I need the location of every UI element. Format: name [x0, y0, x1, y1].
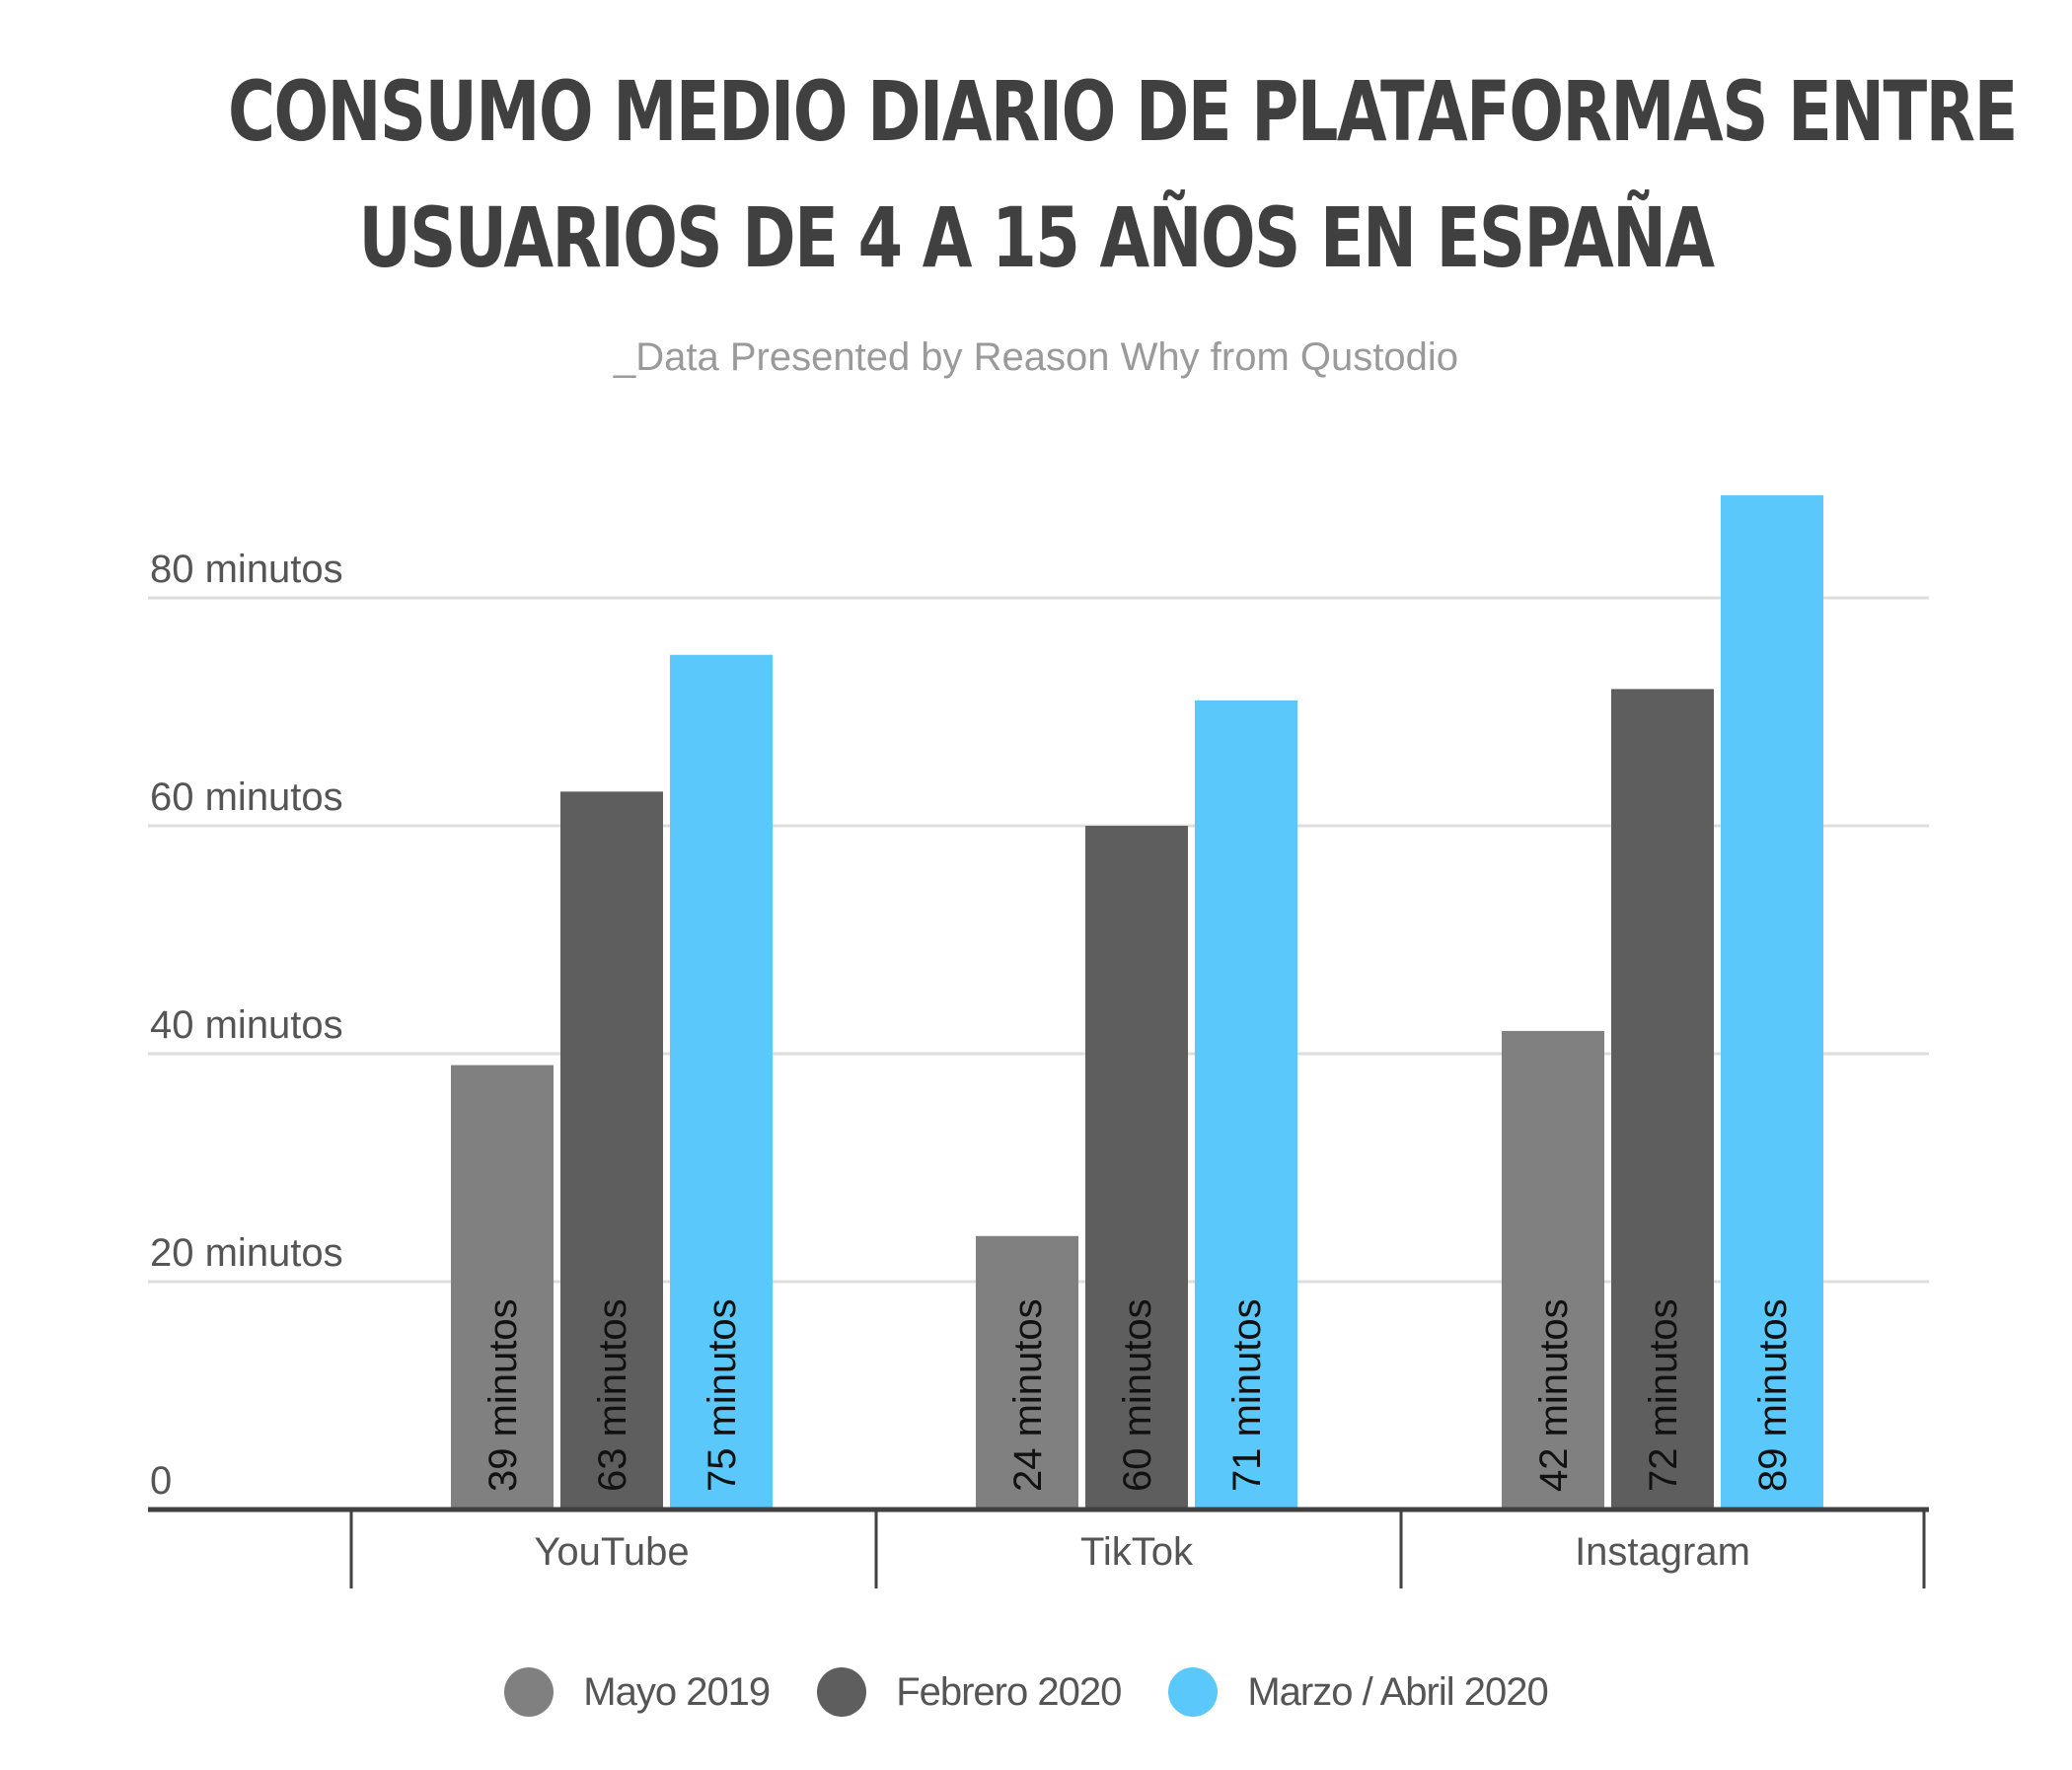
legend-swatch	[1168, 1667, 1219, 1717]
bar-data-label: 89 minutos	[1751, 1298, 1795, 1492]
legend-swatch	[504, 1667, 555, 1717]
legend-label: Marzo / Abril 2020	[1247, 1669, 1548, 1714]
x-tick-label: Instagram	[1575, 1530, 1750, 1574]
bar-data-label: 42 minutos	[1532, 1298, 1576, 1492]
bar-data-label: 72 minutos	[1642, 1298, 1685, 1492]
bar-youtube-2	[560, 791, 663, 1510]
legend-item: Marzo / Abril 2020	[1168, 1667, 1567, 1717]
chart-title-line-2: USUARIOS DE 4 A 15 AÑOS EN ESPAÑA	[358, 189, 1715, 286]
bar-youtube-3	[670, 654, 773, 1510]
bar-data-label: 39 minutos	[481, 1298, 525, 1492]
y-tick-label: 20 minutos	[150, 1231, 343, 1275]
legend-item: Mayo 2019	[504, 1667, 789, 1717]
legend-item: Febrero 2020	[817, 1667, 1141, 1717]
bar-data-label: 75 minutos	[701, 1298, 744, 1492]
legend-swatch	[817, 1667, 867, 1717]
chart-title-line-1: CONSUMO MEDIO DIARIO DE PLATAFORMAS ENTR…	[228, 63, 2018, 160]
x-tick-label: YouTube	[534, 1530, 689, 1574]
y-tick-label: 80 minutos	[150, 548, 343, 591]
legend-label: Mayo 2019	[583, 1669, 771, 1714]
x-tick-label: TikTok	[1080, 1530, 1194, 1574]
y-tick-label: 60 minutos	[150, 775, 343, 819]
bar-data-label: 60 minutos	[1116, 1298, 1159, 1492]
legend-label: Febrero 2020	[896, 1669, 1122, 1714]
bar-data-label: 24 minutos	[1006, 1298, 1050, 1492]
bar-data-label: 63 minutos	[591, 1298, 634, 1492]
chart-subtitle: _Data Presented by Reason Why from Qusto…	[614, 335, 1458, 379]
y-tick-label: 0	[150, 1459, 172, 1503]
bar-tiktok-2	[1085, 826, 1188, 1510]
bar-youtube-1	[451, 1065, 554, 1510]
bar-instagram-1	[1502, 1030, 1604, 1510]
bar-data-label: 71 minutos	[1225, 1298, 1269, 1492]
bar-tiktok-3	[1195, 700, 1297, 1510]
bar-instagram-3	[1721, 495, 1823, 1510]
bar-instagram-2	[1611, 689, 1714, 1510]
bar-tiktok-1	[976, 1235, 1078, 1510]
y-tick-label: 40 minutos	[150, 1003, 343, 1047]
chart-legend: Mayo 2019 Febrero 2020 Marzo / Abril 2020	[0, 1667, 2072, 1717]
